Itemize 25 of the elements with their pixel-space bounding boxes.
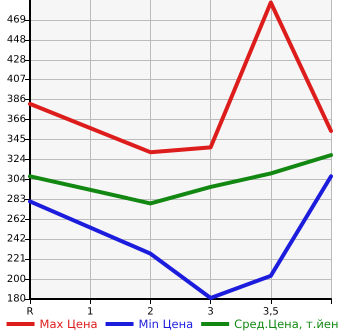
y-tick-label: 304 xyxy=(6,174,26,185)
y-tick-label: 221 xyxy=(6,254,26,265)
x-tick-label: 3,5 xyxy=(262,306,279,318)
x-tick-label: 1 xyxy=(87,306,94,318)
x-tick-label: 2 xyxy=(147,306,154,318)
y-tick-label: 407 xyxy=(6,74,26,86)
x-tick-label: 3 xyxy=(207,306,214,318)
line-series xyxy=(28,0,333,154)
legend-label: Min Цена xyxy=(138,317,194,331)
y-tick-label: 200 xyxy=(6,274,26,285)
y-tick-label: 345 xyxy=(6,134,26,146)
y-tick-label: 428 xyxy=(6,54,26,66)
y-tick-label: 366 xyxy=(6,114,26,126)
y-tick-label: 448 xyxy=(6,34,26,46)
y-tick-label: 324 xyxy=(6,154,26,165)
y-tick-label: 180 xyxy=(6,294,26,304)
y-tick-label: 283 xyxy=(6,194,26,205)
y-tick-label: 242 xyxy=(6,234,26,245)
x-tick-label: R xyxy=(26,306,34,318)
y-tick-label: 386 xyxy=(6,94,26,106)
legend-label: Max Цена xyxy=(40,317,98,331)
line-series xyxy=(28,153,333,206)
y-tick-label: 469 xyxy=(6,14,26,26)
legend-label: Сред.Цена, т.йен xyxy=(234,317,338,331)
y-tick-label: 262 xyxy=(6,214,26,225)
